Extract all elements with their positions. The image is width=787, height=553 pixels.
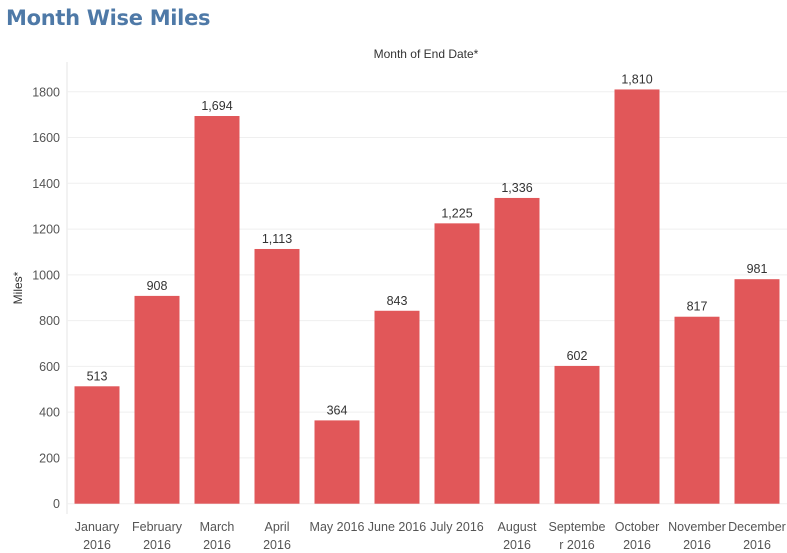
page-title: Month Wise Miles xyxy=(6,6,211,30)
x-tick-label: June 2016 xyxy=(368,520,426,534)
x-tick-label: December xyxy=(728,520,786,534)
bar xyxy=(314,420,360,504)
y-tick-label: 1400 xyxy=(32,177,60,191)
bar xyxy=(374,310,420,504)
x-tick-label: 2016 xyxy=(743,538,771,552)
bar-value-label: 1,113 xyxy=(262,232,292,246)
bar xyxy=(674,316,720,504)
x-tick-label: October xyxy=(615,520,659,534)
bar xyxy=(554,365,600,504)
x-axis-ticks: January 2016 February 2016 March 2016 April 201… xyxy=(75,520,786,552)
y-tick-label: 1200 xyxy=(32,223,60,237)
bar-value-label: 602 xyxy=(567,349,588,363)
x-tick-label: 2016 xyxy=(83,538,111,552)
x-tick-label: April xyxy=(264,520,289,534)
bar-value-label: 1,694 xyxy=(201,99,232,113)
x-tick-label: November xyxy=(668,520,726,534)
y-tick-label: 800 xyxy=(39,314,60,328)
x-tick-label: 2016 xyxy=(203,538,231,552)
bar xyxy=(254,248,300,504)
bar-value-label: 364 xyxy=(327,403,348,417)
bar-value-label: 843 xyxy=(387,294,408,308)
x-tick-label: 2016 xyxy=(683,538,711,552)
bar-value-label: 1,225 xyxy=(441,206,472,220)
x-tick-label: May 2016 xyxy=(310,520,365,534)
y-tick-label: 1800 xyxy=(32,85,60,99)
bar-value-label: 1,336 xyxy=(501,181,532,195)
bar xyxy=(194,116,240,504)
bar-value-label: 513 xyxy=(87,369,108,383)
y-tick-label: 600 xyxy=(39,360,60,374)
y-tick-label: 1000 xyxy=(32,268,60,282)
y-tick-label: 400 xyxy=(39,406,60,420)
x-tick-label: July 2016 xyxy=(430,520,484,534)
x-tick-label: August xyxy=(498,520,537,534)
bar-value-label: 908 xyxy=(147,279,168,293)
y-tick-label: 1600 xyxy=(32,131,60,145)
bars xyxy=(74,89,780,504)
x-tick-label: 2016 xyxy=(143,538,171,552)
x-tick-label: March xyxy=(200,520,235,534)
bar xyxy=(494,197,540,504)
bar xyxy=(74,386,120,504)
bar-value-label: 817 xyxy=(687,300,708,314)
y-tick-label: 0 xyxy=(53,497,60,511)
x-tick-label: 2016 xyxy=(503,538,531,552)
bar-value-label: 981 xyxy=(747,262,768,276)
value-labels: 513 908 1,694 1,113 364 843 1,225 1,336 602 1,810… xyxy=(87,72,768,417)
y-tick-label: 200 xyxy=(39,451,60,465)
bar xyxy=(434,223,480,504)
x-tick-label: January xyxy=(75,520,120,534)
y-axis-ticks: 0 200 400 600 800 1000 1200 1400 1600 1800 xyxy=(32,85,60,511)
x-tick-label: February xyxy=(132,520,183,534)
x-tick-label: Septembe xyxy=(549,520,606,534)
bar xyxy=(614,89,660,504)
bar-value-label: 1,810 xyxy=(621,72,652,86)
x-tick-label: r 2016 xyxy=(559,538,594,552)
x-tick-label: 2016 xyxy=(263,538,291,552)
bar xyxy=(134,295,180,504)
bar xyxy=(734,279,780,504)
x-tick-label: 2016 xyxy=(623,538,651,552)
column-header: Month of End Date* xyxy=(374,47,479,61)
y-axis-title: Miles* xyxy=(11,271,25,304)
gridlines xyxy=(66,62,787,514)
